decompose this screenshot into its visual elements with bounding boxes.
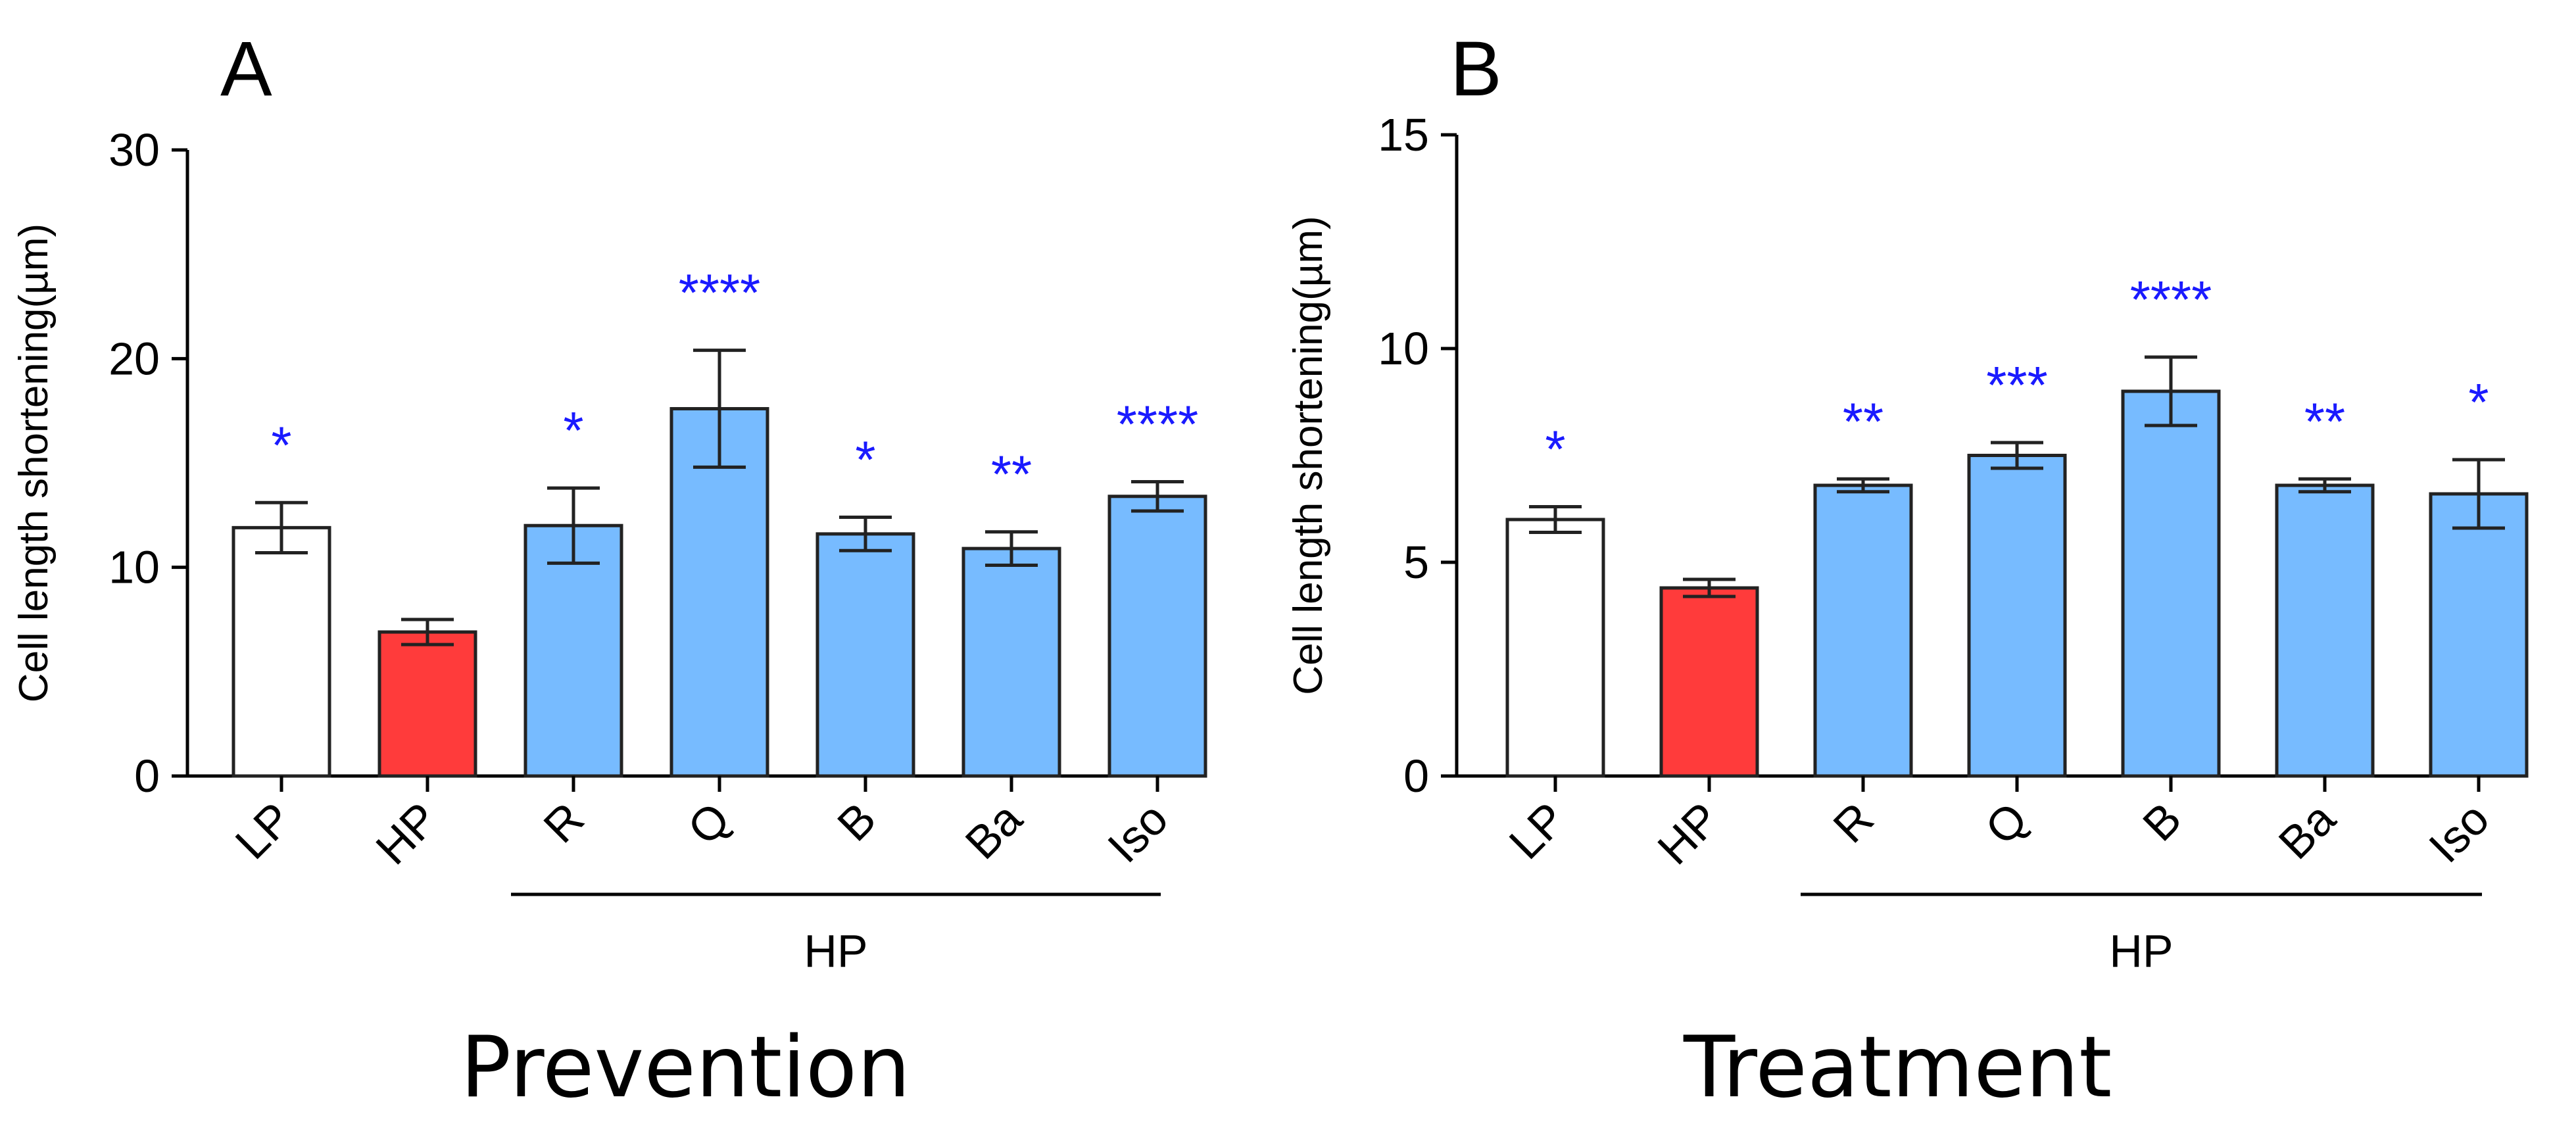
panel-a-y-tick-label: 0 [134, 750, 160, 802]
panel-a-significance-label: * [855, 431, 875, 489]
panel-b-y-tick-label: 15 [1378, 109, 1429, 160]
panel-a-y-tick-label: 30 [109, 124, 160, 176]
panel-a-x-tick-label: B [827, 792, 885, 850]
panel-b-bar [2275, 483, 2375, 778]
panel-b-y-tick-label: 0 [1403, 750, 1429, 802]
panel-b-bar [2121, 389, 2221, 778]
panel-a-y-tick-label: 10 [109, 542, 160, 593]
panel-b-significance-label: * [1545, 420, 1565, 479]
panel-b-x-tick-label: R [1824, 792, 1883, 852]
panel-a-significance-label: ** [991, 445, 1032, 504]
panel-b-bar [1813, 483, 1913, 778]
panel-b-x-tick-label: LP [1499, 792, 1576, 869]
panel-b-bar [1505, 518, 1605, 778]
panel-a-x-tick-label: R [534, 792, 594, 852]
panel-b-group-label: HP [2109, 925, 2173, 977]
panel-a-y-tick-label: 20 [109, 333, 160, 384]
panel-b-bar [2429, 492, 2529, 778]
panel-a-bar [1107, 495, 1207, 778]
panel-b-significance-label: * [2468, 373, 2489, 431]
panel-a-bar [961, 546, 1061, 778]
panel-a-x-tick-label: Iso [1098, 792, 1177, 872]
panel-b-significance-label: *** [1986, 356, 2047, 414]
panel-b-x-tick-label: Ba [2269, 792, 2345, 869]
panel-b-y-tick-label: 10 [1378, 323, 1429, 374]
panel-a-x-tick-label: LP [226, 792, 302, 869]
panel-a-significance-label: * [271, 416, 291, 474]
panel-b-significance-label: **** [2130, 270, 2212, 329]
panel-a-group-label: HP [804, 925, 867, 977]
panel-b-significance-label: ** [1843, 392, 1883, 450]
panel-a-significance-label: **** [679, 264, 761, 322]
panel-b-significance-label: ** [2304, 392, 2345, 450]
panel-a-bar [815, 532, 915, 778]
panel-a-bar [377, 630, 477, 778]
panel-a-x-tick-label: HP [366, 792, 448, 874]
panel-b-bar [1659, 586, 1759, 778]
panel-b-letter: B [1450, 26, 1502, 112]
panel-b-caption: Treatment [1684, 1019, 2112, 1117]
panel-a-x-tick-label: Ba [956, 792, 1032, 869]
panel-a-x-tick-label: Q [678, 792, 740, 854]
panel-b-x-tick-label: HP [1648, 792, 1730, 874]
panel-a-chart: A 0 10 20 30 Cell length shortening(µm) * LP HP *… [11, 26, 1207, 977]
panel-a-bar [231, 525, 331, 778]
panel-a-significance-label: **** [1117, 395, 1199, 454]
panel-b-x-tick-label: Q [1976, 792, 2037, 854]
panel-a-letter: A [220, 26, 272, 112]
panel-b-x-tick-label: Iso [2419, 792, 2498, 872]
panel-b-y-axis-label: Cell length shortening(µm) [1286, 216, 1331, 694]
panel-a-significance-label: * [563, 401, 583, 460]
panel-b-x-tick-label: B [2133, 792, 2191, 850]
panel-a-y-axis-label: Cell length shortening(µm) [11, 224, 57, 702]
panel-b-y-tick-label: 5 [1403, 537, 1429, 588]
panel-a-caption: Prevention [460, 1019, 911, 1117]
panel-b-bar [1967, 454, 2067, 778]
